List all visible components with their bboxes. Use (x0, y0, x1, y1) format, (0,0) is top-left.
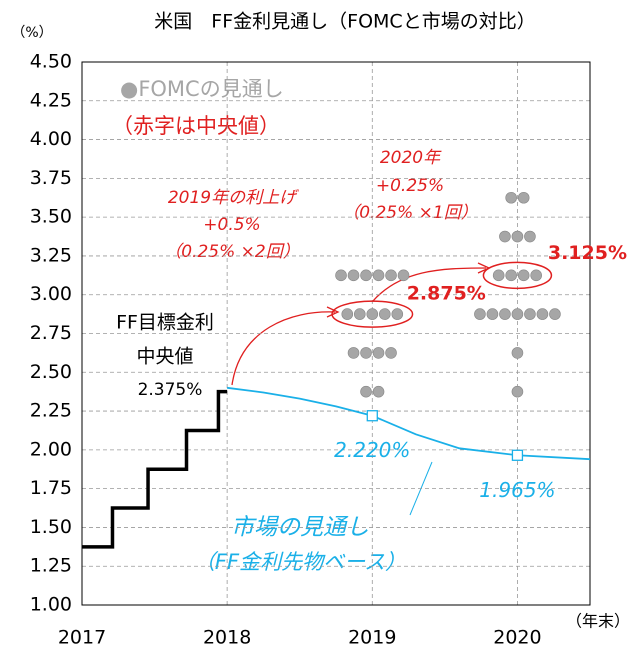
chart-title: 米国 FF金利見通し（FOMCと市場の対比） (154, 11, 535, 33)
fomc-dot (511, 385, 524, 398)
y-tick-label: 4.50 (30, 51, 72, 73)
x-tick-label: 2017 (58, 627, 106, 649)
x-tick-label: 2019 (348, 627, 396, 649)
fomc-dot (517, 191, 530, 204)
fomc-dot (372, 385, 385, 398)
target-label: FF目標金利 (116, 312, 214, 334)
x-unit: （年末） (566, 612, 630, 631)
annotation: （0.25% ×2回） (164, 242, 299, 262)
target-step-line (82, 389, 228, 549)
fomc-dot (499, 230, 511, 243)
annotation: 2020年 (380, 148, 442, 168)
fomc-dot (499, 308, 511, 320)
fomc-dot (524, 308, 536, 320)
annotation: 2019年の利上げ (168, 188, 299, 208)
y-tick-label: 1.50 (30, 516, 72, 538)
market-marker (511, 449, 524, 461)
fomc-dot (372, 347, 385, 359)
x-tick-label: 2018 (203, 627, 251, 649)
fomc-dot (517, 269, 530, 282)
arrow-head (326, 306, 340, 318)
fomc-dot (530, 269, 542, 282)
annotation: （0.25% ×1回） (342, 203, 477, 223)
fomc-dot (492, 269, 505, 282)
fomc-dot (347, 347, 360, 359)
fomc-dot (505, 191, 517, 204)
target-label: 中央値 (136, 346, 193, 368)
fomc-dot (360, 385, 372, 398)
y-tick-label: 1.00 (30, 594, 72, 616)
y-tick-label: 4.25 (30, 89, 72, 111)
fomc-dot (347, 269, 360, 282)
y-unit: （%） (11, 25, 52, 41)
y-tick-label: 2.25 (30, 400, 72, 422)
arrow (231, 311, 336, 386)
fomc-dot (372, 269, 385, 282)
arrow (371, 267, 487, 303)
market-marker (366, 410, 378, 422)
fomc-dot (360, 269, 372, 282)
legend-median: （赤字は中央値） (112, 114, 280, 138)
market-value-label: 2.220% (334, 438, 410, 462)
fomc-dot (511, 347, 524, 359)
fomc-dot (353, 308, 366, 320)
fomc-dot (486, 308, 499, 320)
plot-frame (81, 61, 591, 606)
annotation: +0.5% (203, 215, 260, 235)
x-tick-label: 2020 (493, 627, 541, 649)
median-ellipse (331, 300, 414, 328)
fomc-dot (385, 269, 397, 282)
fomc-dot (511, 230, 524, 243)
fomc-dot (385, 347, 397, 359)
y-tick-label: 1.25 (30, 555, 72, 577)
median-label: 3.125% (548, 242, 627, 264)
fomc-dot (549, 308, 561, 320)
y-tick-label: 3.75 (30, 167, 72, 189)
median-ellipse (482, 261, 553, 290)
y-tick-label: 3.00 (30, 283, 72, 305)
fomc-dot (341, 308, 354, 320)
fomc-dot (505, 269, 517, 282)
y-tick-label: 2.50 (30, 361, 72, 383)
market-label: （FF金利先物ベース） (194, 550, 406, 574)
y-tick-label: 2.00 (30, 438, 72, 460)
legend-dots: ●FOMCの見通し (120, 77, 284, 101)
fomc-dot (511, 308, 524, 320)
market-value-label: 1.965% (479, 478, 555, 502)
y-tick-label: 2.75 (30, 322, 72, 344)
annotation: +0.25% (376, 176, 444, 196)
y-tick-label: 3.25 (30, 244, 72, 266)
fomc-dot (536, 308, 549, 320)
fomc-dot (474, 308, 486, 320)
fomc-dot (397, 269, 410, 282)
fomc-dot (335, 269, 347, 282)
y-tick-label: 3.50 (30, 206, 72, 228)
y-tick-label: 1.75 (30, 477, 72, 499)
fomc-dot (524, 230, 536, 243)
y-tick-label: 4.00 (30, 128, 72, 150)
median-label: 2.875% (407, 283, 486, 305)
fomc-dot (360, 347, 372, 359)
fomc-dot (366, 308, 379, 320)
fomc-dot (391, 308, 404, 320)
fomc-dot (378, 308, 391, 320)
target-value: 2.375% (138, 380, 203, 400)
